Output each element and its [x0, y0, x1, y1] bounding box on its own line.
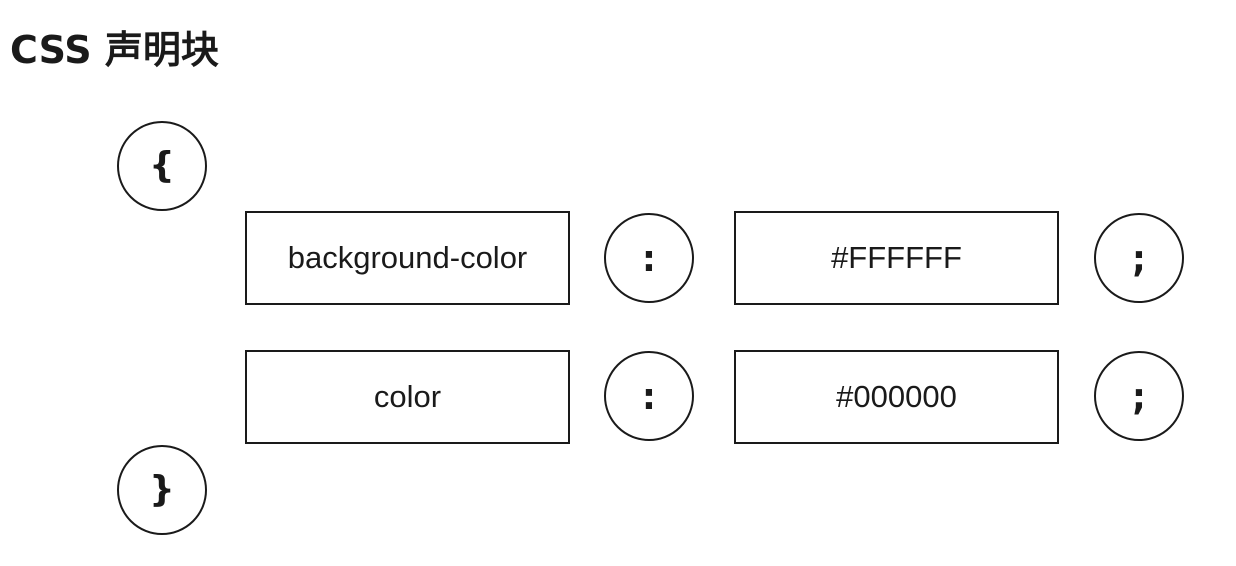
property-value: #FFFFFF	[831, 240, 962, 275]
value-box: #FFFFFF	[734, 211, 1059, 305]
semicolon-symbol: ;	[1127, 236, 1151, 280]
semicolon-circle: ;	[1094, 351, 1184, 441]
property-name: color	[373, 379, 442, 414]
property-box: background-color	[245, 211, 570, 305]
colon-circle: :	[604, 351, 694, 441]
close-brace-symbol: }	[149, 469, 175, 510]
open-brace-circle: {	[117, 121, 207, 211]
property-value: #000000	[836, 379, 957, 414]
value-box: #000000	[734, 350, 1059, 444]
colon-symbol: :	[637, 236, 661, 280]
page-title: CSS 声明块	[10, 28, 219, 72]
colon-symbol: :	[637, 374, 661, 418]
property-box: color	[245, 350, 570, 444]
colon-circle: :	[604, 213, 694, 303]
close-brace-circle: }	[117, 445, 207, 535]
semicolon-circle: ;	[1094, 213, 1184, 303]
semicolon-symbol: ;	[1127, 374, 1151, 418]
property-name: background-color	[287, 240, 528, 275]
open-brace-symbol: {	[149, 145, 175, 186]
